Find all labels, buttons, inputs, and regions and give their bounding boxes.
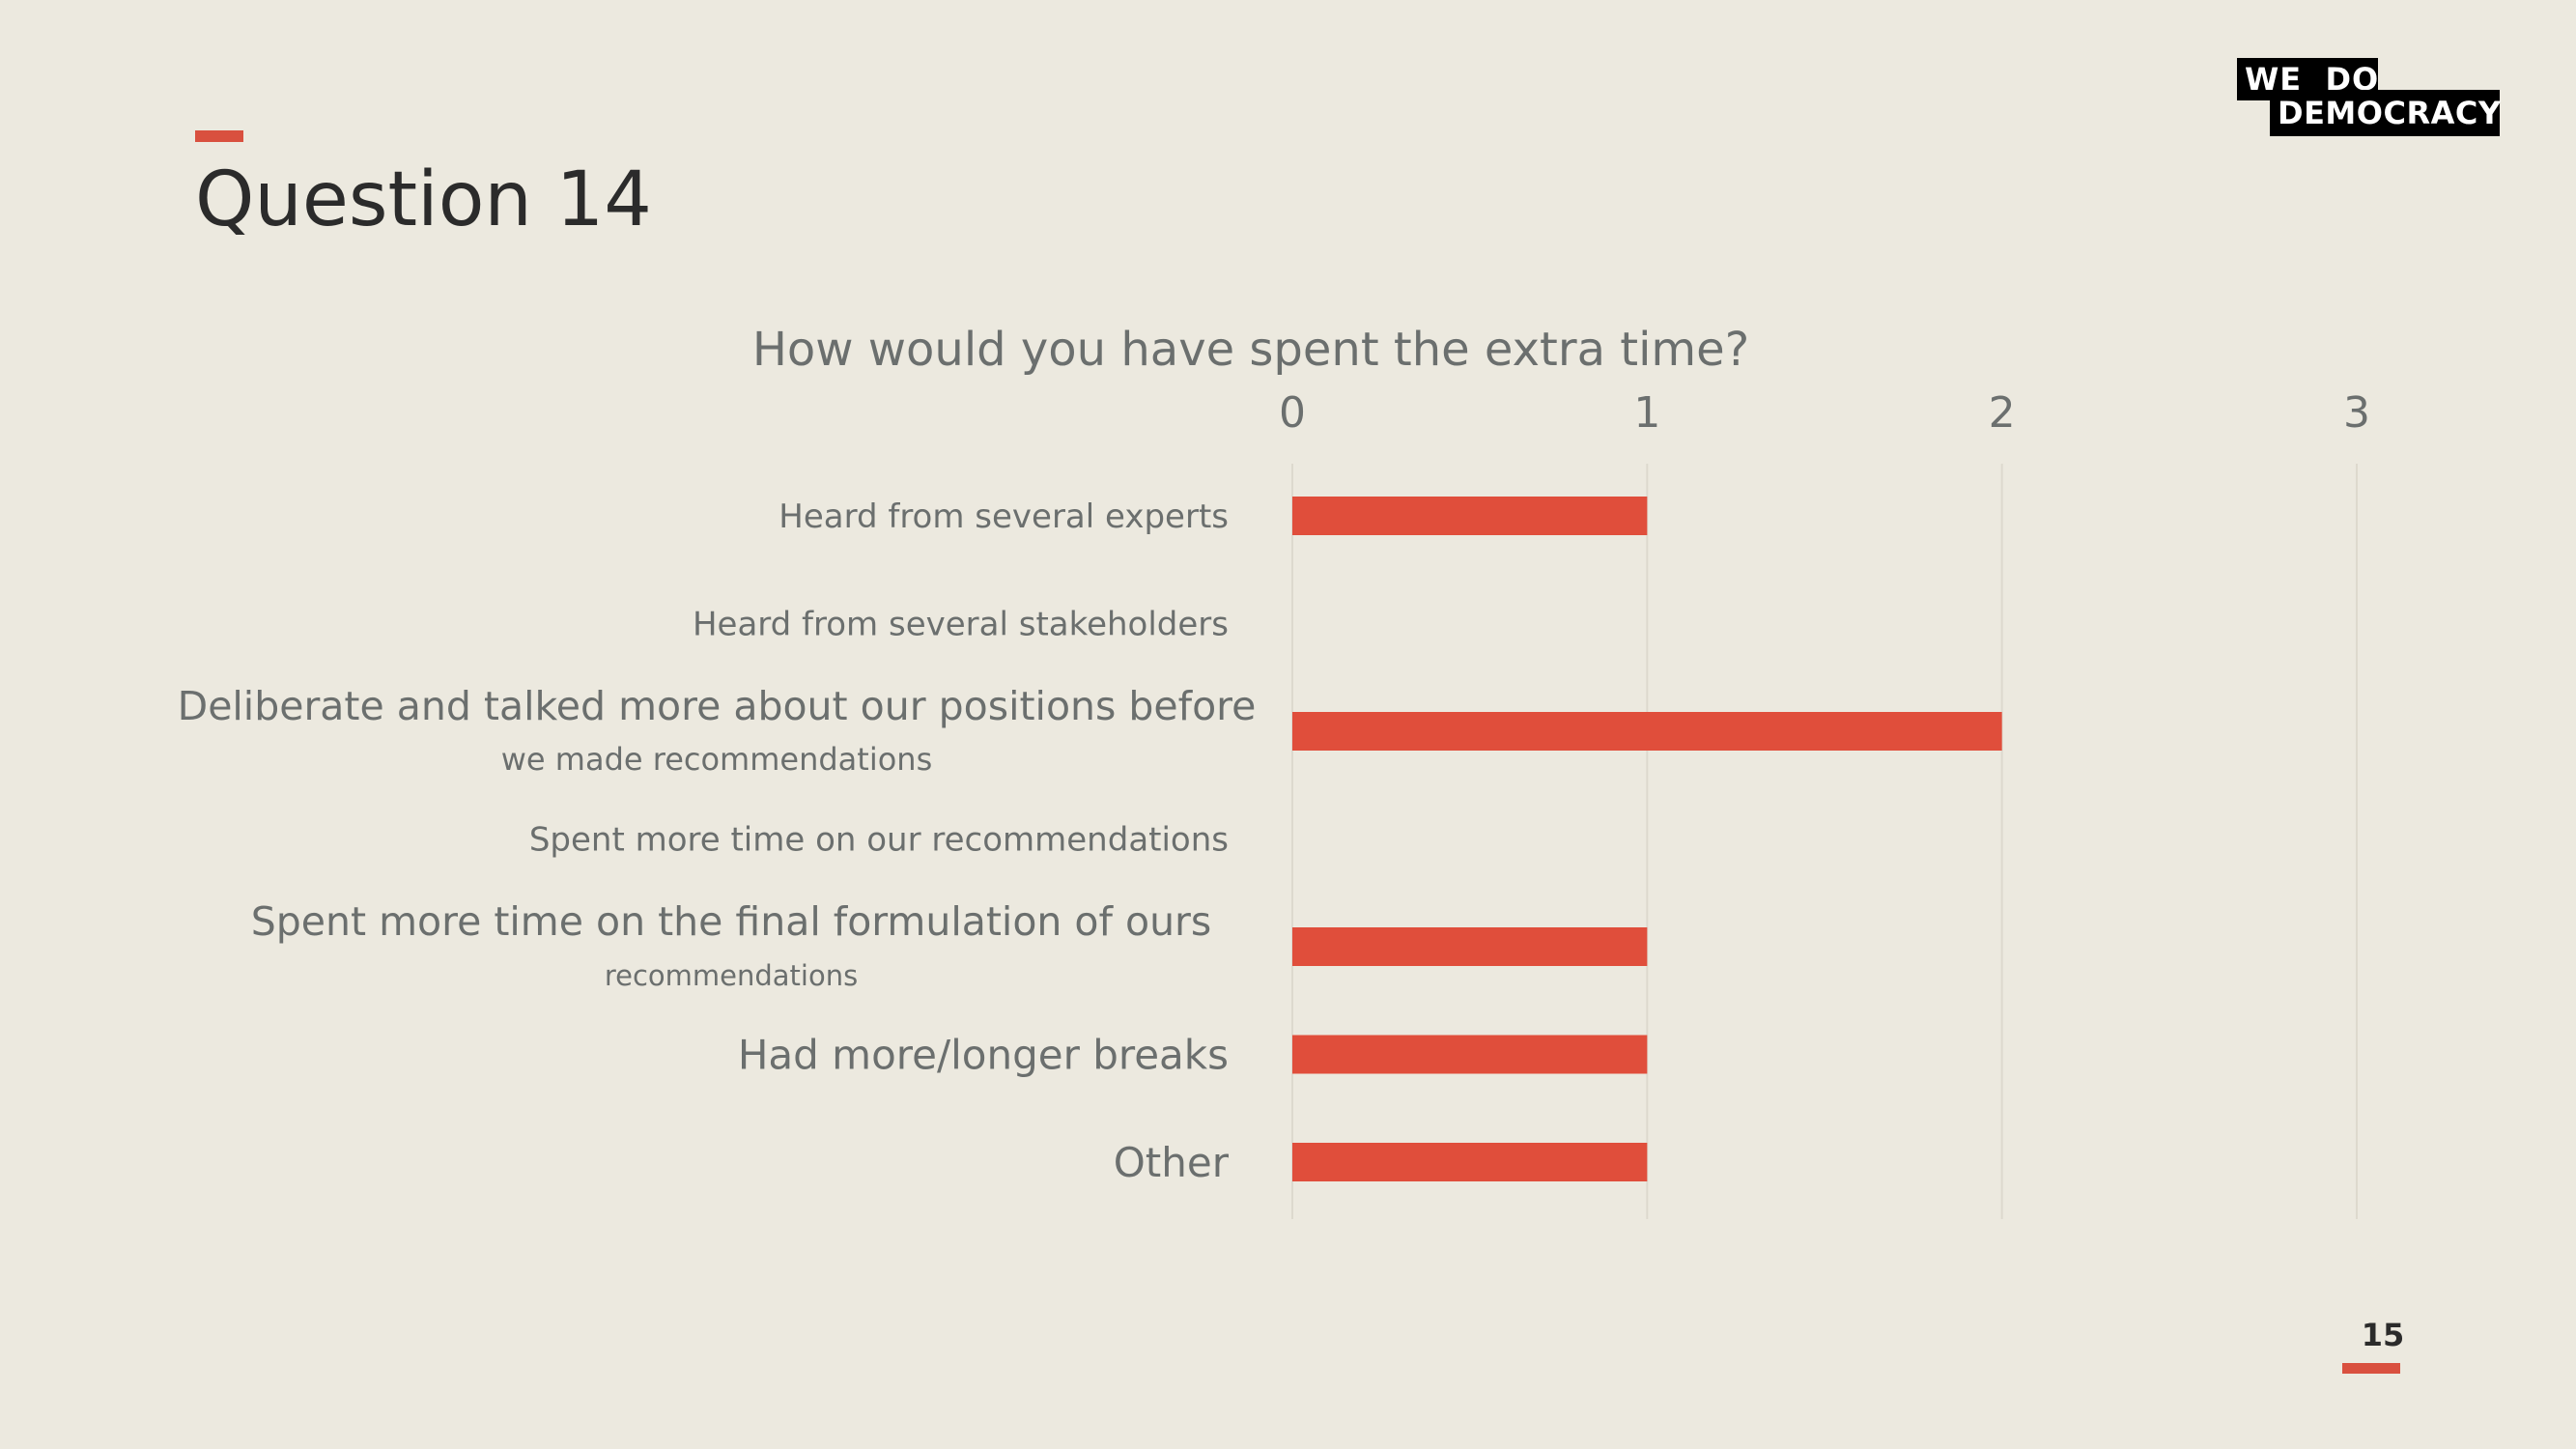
x-tick-label: 3 xyxy=(2343,388,2370,438)
bar xyxy=(1292,1035,1648,1074)
category-label-line: Heard from several stakeholders xyxy=(693,606,1229,644)
category-labels: Heard from several experts Heard from sev… xyxy=(178,497,1257,1186)
page-accent-bar xyxy=(2342,1363,2400,1374)
category-label-line: recommendations xyxy=(605,959,858,992)
x-tick-label: 2 xyxy=(1989,388,2016,438)
category-label-line: Deliberate and talked more about our pos… xyxy=(178,683,1257,729)
category-label-line: Heard from several experts xyxy=(778,497,1229,536)
chart-grid xyxy=(1291,464,2358,1219)
chart-title: How would you have spent the extra time? xyxy=(752,323,1749,377)
page-number: 15 xyxy=(2361,1317,2405,1353)
x-axis-ticks: 0 1 2 3 xyxy=(1279,388,2370,438)
category-label: Heard from several stakeholders xyxy=(693,606,1229,644)
x-tick-label: 0 xyxy=(1279,388,1306,438)
title-accent-bar xyxy=(195,130,243,142)
category-label-line: we made recommendations xyxy=(501,741,933,778)
bar xyxy=(1292,712,2002,751)
category-label-line: Spent more time on our recommendations xyxy=(529,821,1229,860)
bar xyxy=(1292,927,1648,966)
category-label-line: Other xyxy=(1114,1139,1230,1186)
category-label: Other xyxy=(1114,1139,1230,1186)
bar xyxy=(1292,497,1648,535)
category-label-line: Had more/longer breaks xyxy=(738,1032,1229,1079)
bar xyxy=(1292,1143,1648,1181)
category-label: Had more/longer breaks xyxy=(738,1032,1229,1079)
category-label-line: Spent more time on the final formulation… xyxy=(251,898,1212,945)
category-label: Heard from several experts xyxy=(778,497,1229,536)
logo-line-2: DEMOCRACY xyxy=(2270,90,2501,136)
category-label: Deliberate and talked more about our pos… xyxy=(178,683,1257,778)
bars xyxy=(1292,497,2002,1181)
category-label: Spent more time on the final formulation… xyxy=(251,898,1212,992)
slide-title: Question 14 xyxy=(195,156,652,243)
category-label: Spent more time on our recommendations xyxy=(529,821,1229,860)
x-tick-label: 1 xyxy=(1633,388,1660,438)
we-do-democracy-logo: WE DO DEMOCRACY xyxy=(2237,58,2501,136)
